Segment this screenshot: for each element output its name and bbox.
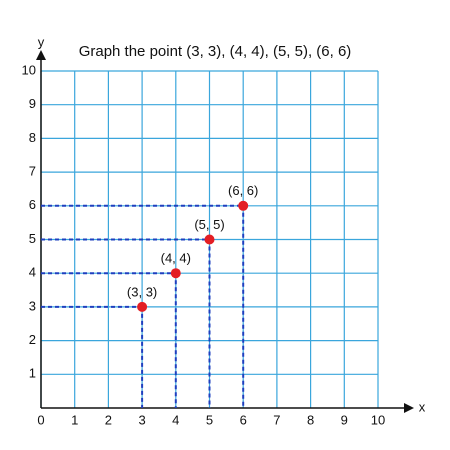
y-tick-label: 8: [29, 130, 36, 145]
x-tick-label: 1: [71, 412, 78, 427]
y-tick-label: 7: [29, 164, 36, 179]
data-label: (3, 3): [127, 284, 157, 299]
x-axis-label: x: [419, 399, 426, 414]
x-tick-label: 10: [371, 412, 385, 427]
data-label: (4, 4): [161, 251, 191, 266]
x-tick-label: 3: [138, 412, 145, 427]
x-tick-label: 8: [307, 412, 314, 427]
y-tick-label: 3: [29, 298, 36, 313]
y-axis-label: y: [38, 34, 45, 49]
x-tick-label: 0: [37, 412, 44, 427]
x-tick-label: 2: [105, 412, 112, 427]
y-tick-label: 5: [29, 231, 36, 246]
y-tick-label: 1: [29, 366, 36, 381]
x-tick-label: 4: [172, 412, 179, 427]
y-axis-arrow: [36, 50, 46, 60]
x-tick-label: 6: [240, 412, 247, 427]
y-tick-label: 6: [29, 197, 36, 212]
x-axis-arrow: [404, 403, 414, 413]
point: [170, 268, 181, 279]
point: [137, 301, 148, 312]
point: [238, 200, 249, 211]
x-tick-label: 7: [273, 412, 280, 427]
point: [204, 234, 215, 245]
x-tick-label: 5: [206, 412, 213, 427]
data-label: (6, 6): [228, 183, 258, 198]
y-tick-label: 10: [22, 62, 36, 77]
y-tick-label: 2: [29, 332, 36, 347]
y-tick-label: 4: [29, 265, 36, 280]
y-tick-label: 9: [29, 96, 36, 111]
x-tick-label: 9: [341, 412, 348, 427]
chart-title: Graph the point (3, 3), (4, 4), (5, 5), …: [79, 43, 352, 60]
data-label: (5, 5): [194, 217, 224, 232]
